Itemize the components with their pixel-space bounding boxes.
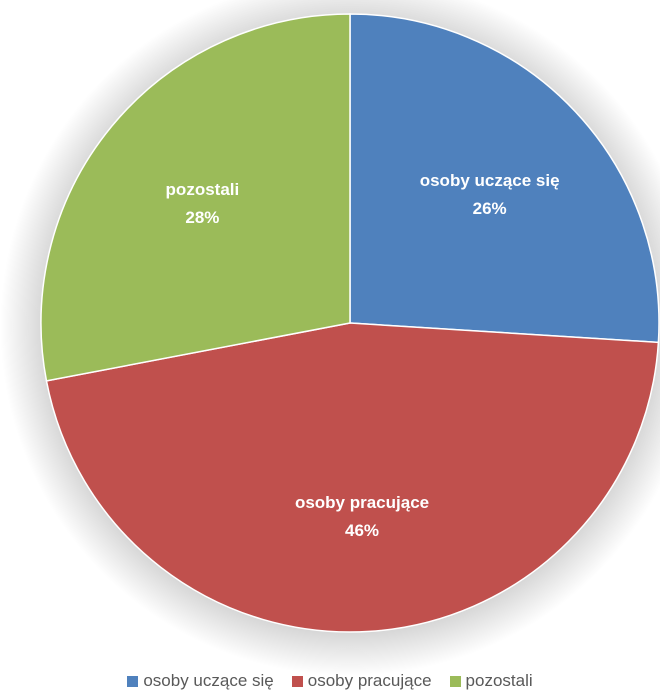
data-label-name: pozostali	[166, 180, 240, 199]
legend-swatch	[127, 675, 139, 687]
legend-label: osoby uczące się	[143, 671, 274, 690]
legend-swatch	[449, 675, 461, 687]
legend-item-osoby-pracujace: osoby pracujące	[291, 671, 432, 691]
data-label-name: osoby uczące się	[420, 171, 560, 190]
data-label-percent: 28%	[185, 208, 219, 227]
legend-label: osoby pracujące	[307, 671, 432, 690]
legend: osoby uczące się osoby pracujące pozosta…	[0, 671, 660, 691]
pie-slice-pozostali	[40, 13, 351, 382]
pie-slice-osoby-uczace-sie	[349, 13, 660, 344]
data-label-name: osoby pracujące	[295, 493, 429, 512]
legend-item-pozostali: pozostali	[449, 671, 533, 691]
legend-swatch	[291, 675, 303, 687]
pie-slice-osoby-pracujace	[45, 322, 660, 633]
data-label-percent: 26%	[473, 199, 507, 218]
legend-label: pozostali	[465, 671, 533, 690]
legend-item-osoby-uczace-sie: osoby uczące się	[127, 671, 274, 691]
data-label-percent: 46%	[345, 521, 379, 540]
